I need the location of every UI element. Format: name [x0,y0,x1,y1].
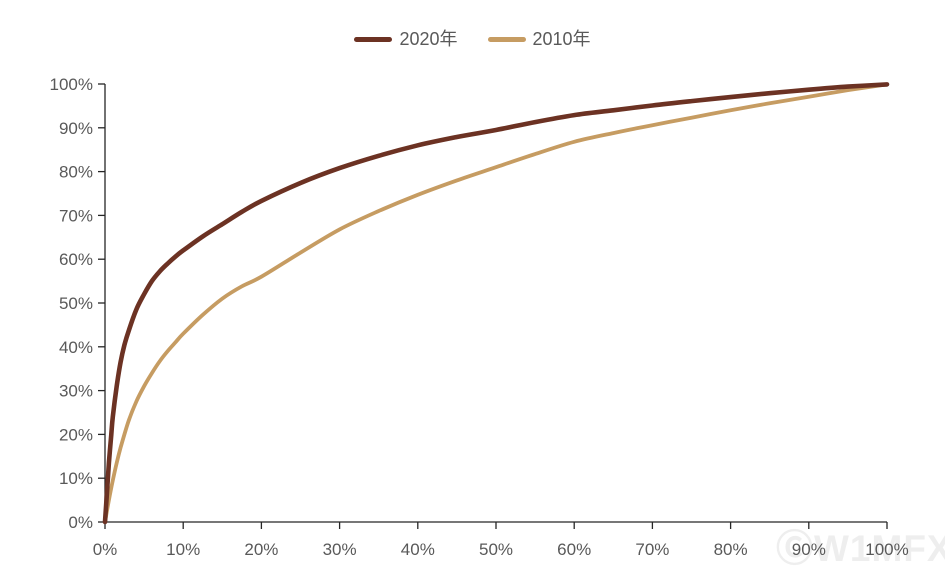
legend-swatch-2020-icon [354,36,393,42]
legend-swatch-2010-icon [487,36,526,42]
y-tick-label: 100% [50,75,93,94]
y-tick-label: 10% [59,469,93,488]
y-tick-label: 40% [59,338,93,357]
y-tick-label: 80% [59,163,93,182]
y-tick-label: 20% [59,425,93,444]
x-tick-label: 20% [244,540,278,559]
x-tick-label: 40% [401,540,435,559]
legend-label-2010: 2010年 [532,29,591,49]
x-tick-label: 0% [93,540,118,559]
x-tick-label: 70% [635,540,669,559]
x-tick-label: 10% [166,540,200,559]
x-tick-label: 90% [792,540,826,559]
y-tick-label: 70% [59,206,93,225]
chart-legend: 2020年 2010年 [0,30,945,48]
y-tick-label: 60% [59,250,93,269]
series-line-2010年 [103,82,889,524]
x-tick-label: 100% [865,540,908,559]
y-tick-label: 90% [59,119,93,138]
x-tick-label: 30% [323,540,357,559]
legend-item-2020: 2020年 [354,29,458,49]
watermark: ⒸW1MFX [776,528,945,569]
x-tick-label: 80% [714,540,748,559]
y-tick-label: 0% [68,513,93,532]
legend-item-2010: 2010年 [487,29,591,49]
y-tick-label: 30% [59,382,93,401]
y-tick-label: 50% [59,294,93,313]
x-tick-label: 60% [557,540,591,559]
x-tick-label: 50% [479,540,513,559]
series-line-2020年 [102,82,890,525]
legend-label-2020: 2020年 [399,29,458,49]
